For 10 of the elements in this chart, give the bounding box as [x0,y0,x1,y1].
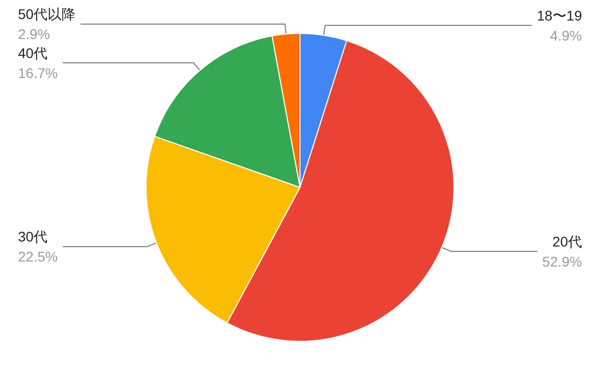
data-label: 2.9% [18,26,50,42]
slice-label: 18〜19 [536,7,582,24]
slice-label: 50代以降 [18,6,76,22]
data-label: 22.5% [18,248,58,265]
slice-label: 30代 [18,228,48,245]
slice-label: 40代 [18,44,48,61]
data-label: 52.9% [542,253,582,270]
data-label: 16.7% [18,64,58,81]
slice-label: 20代 [552,233,582,250]
data-label: 4.9% [550,27,582,44]
